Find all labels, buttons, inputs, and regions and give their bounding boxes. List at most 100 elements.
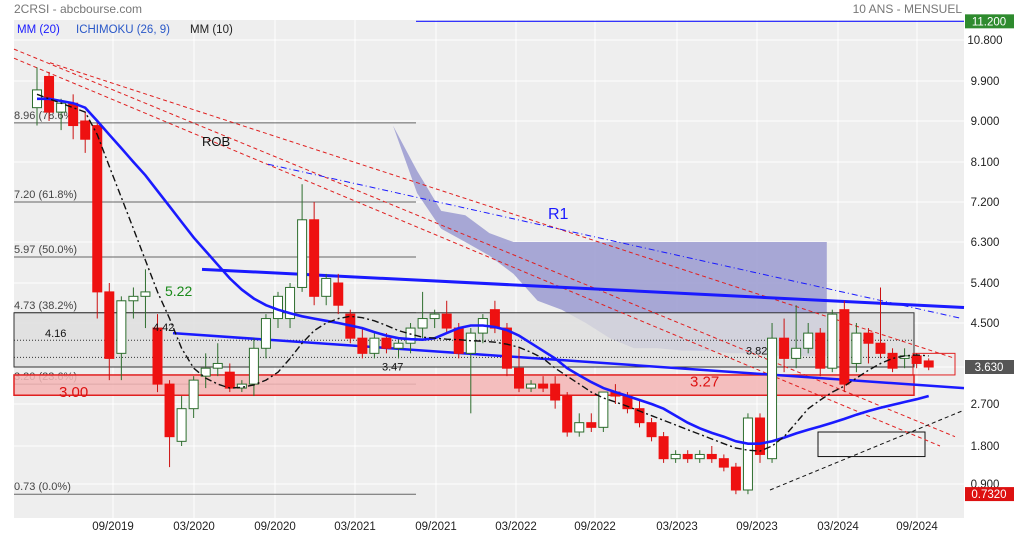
x-tick-label: 03/2021 (334, 521, 376, 533)
candle-body (140, 291, 151, 297)
candle-body (333, 282, 344, 306)
candle (248, 338, 259, 397)
candle (429, 309, 440, 329)
candle-body (718, 458, 729, 468)
candle-body (755, 417, 765, 455)
candle-body (297, 219, 308, 288)
candle (44, 71, 55, 121)
chart-annotation: 3.82 (746, 345, 767, 357)
candle (104, 283, 115, 381)
candle (369, 333, 380, 359)
ichimoku-cloud (393, 125, 827, 356)
x-tick-label: 09/2023 (736, 521, 778, 533)
mm20-line (37, 97, 930, 446)
trend-channel-upper (13, 48, 956, 438)
candle-body (152, 327, 163, 385)
candle-body (357, 337, 368, 354)
candle (236, 380, 247, 393)
candle-body (429, 313, 440, 320)
candle-body (815, 332, 826, 369)
price-box (965, 487, 1014, 502)
candle-body (839, 309, 850, 385)
candle (441, 300, 452, 334)
candle (514, 348, 524, 393)
candle-body (200, 367, 211, 377)
candle (586, 413, 597, 432)
candle-body (80, 120, 91, 140)
y-tick-label: 9.000 (971, 116, 1000, 128)
candle (164, 380, 175, 468)
candle (718, 454, 729, 472)
candle-body (634, 408, 645, 424)
x-tick-label: 09/2020 (254, 521, 296, 533)
candle (92, 121, 103, 319)
candle-body (550, 383, 561, 401)
candle-body (586, 422, 597, 428)
candle-body (538, 383, 549, 389)
candle-body (562, 395, 573, 433)
candle-body (405, 327, 416, 344)
candle-body (779, 337, 790, 359)
candle-body (393, 342, 404, 349)
candle-body (453, 327, 464, 354)
chart-annotation: R1 (548, 206, 569, 223)
x-tick-label: 03/2023 (656, 521, 698, 533)
candle (682, 450, 693, 463)
chart-annotation: 4.42 (153, 322, 174, 334)
candle (550, 376, 561, 409)
candle (646, 418, 657, 442)
y-tick-label: 6.300 (971, 237, 1000, 249)
candle (815, 328, 826, 377)
r1-resistance-line (267, 163, 963, 320)
chart-annotation: 3.27 (690, 373, 719, 390)
candle (863, 328, 874, 364)
candle-body (236, 383, 247, 389)
candle (212, 343, 223, 377)
candle (839, 300, 850, 393)
candle-body (260, 318, 271, 349)
candle (128, 287, 139, 319)
x-tick-label: 03/2022 (495, 521, 537, 533)
candle-body (767, 337, 778, 460)
candle-body (44, 75, 55, 113)
candle-body (526, 383, 537, 389)
indicator-mm10-label: MM (10) (190, 24, 233, 36)
candle (176, 396, 187, 446)
candle-body (248, 347, 259, 385)
candle (755, 413, 765, 463)
indicator-ichimoku-label: ICHIMOKU (26, 9) (76, 24, 170, 36)
chart-annotation: 4.16 (45, 328, 66, 340)
candle-body (285, 286, 296, 320)
candle (188, 376, 199, 418)
support-zone-box (13, 374, 915, 396)
candle (116, 296, 127, 381)
candle-body (369, 337, 380, 354)
chart-annotation: 5.22 (165, 283, 192, 299)
candle-body (501, 327, 512, 369)
candle (670, 450, 681, 463)
candle (393, 338, 404, 359)
candle (574, 413, 585, 437)
candle (694, 450, 705, 463)
candle-body (875, 342, 886, 354)
candle (285, 283, 296, 329)
fib-level-label: 7.20 (61.8%) (14, 189, 77, 201)
candles-layer (32, 67, 934, 495)
candle-body (224, 371, 235, 389)
y-tick-label: 9.900 (971, 76, 1000, 88)
candle (875, 287, 886, 359)
candle-body (116, 300, 127, 354)
trend-channel-mid (13, 57, 941, 447)
candle (321, 273, 332, 306)
candle-body (381, 337, 392, 349)
candle-body (706, 453, 717, 460)
candle-body (851, 332, 862, 364)
price-box-label: 11.200 (972, 16, 1006, 28)
candle-body (598, 391, 609, 428)
candle-body (574, 422, 585, 433)
candle (417, 291, 428, 339)
fib-level-label: 4.73 (38.2%) (14, 300, 77, 312)
candle (152, 314, 163, 393)
